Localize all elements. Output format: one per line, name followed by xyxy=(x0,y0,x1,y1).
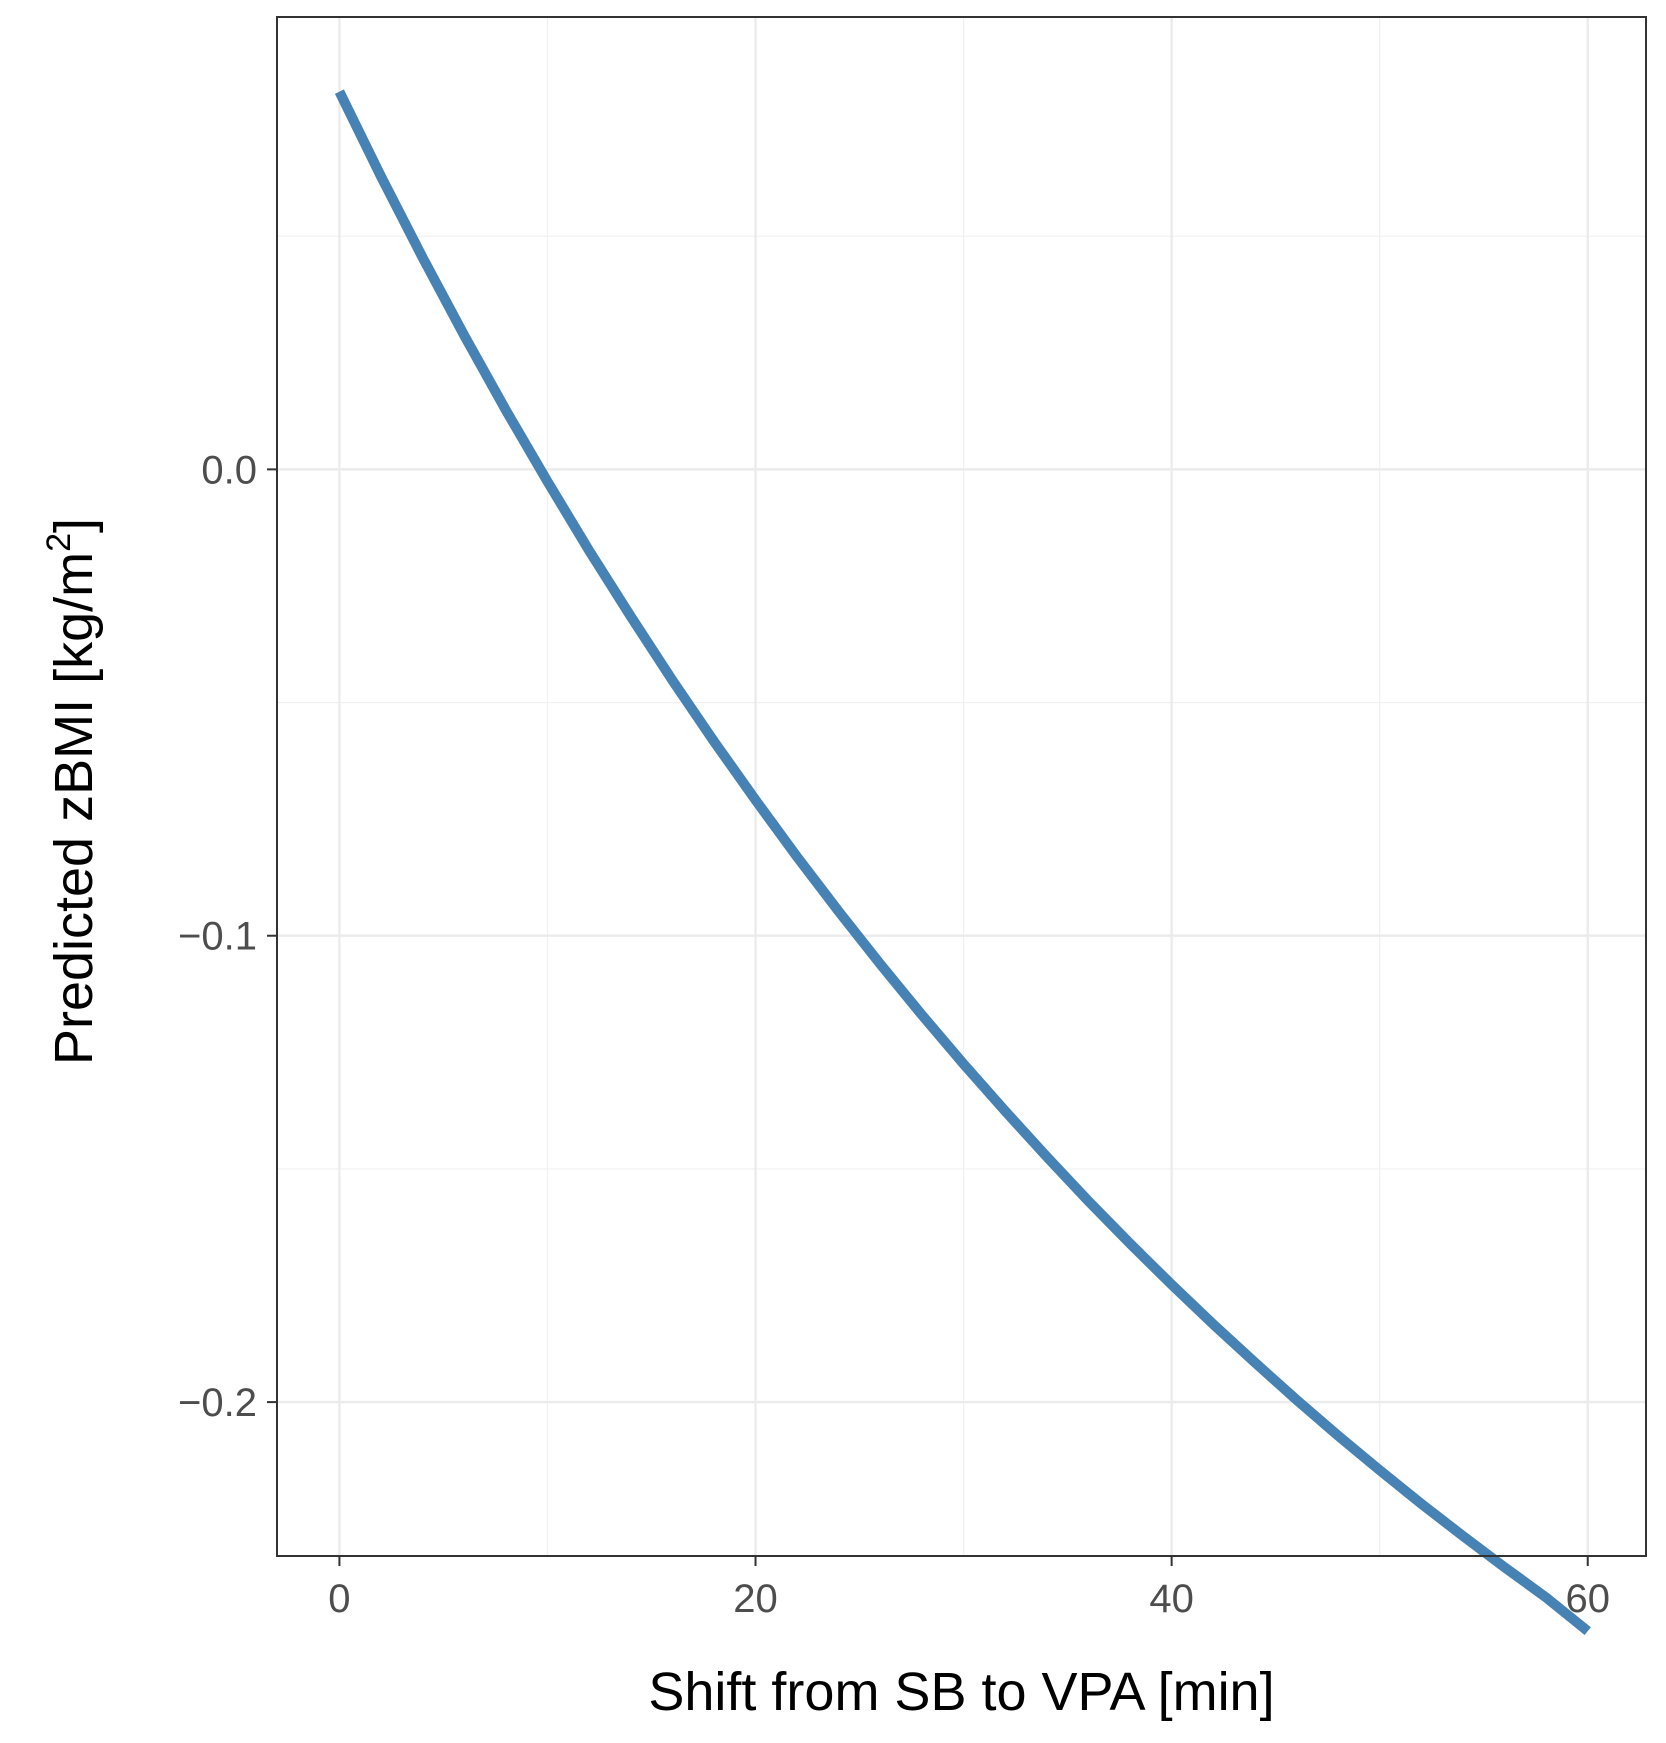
x-axis-title: Shift from SB to VPA [min] xyxy=(648,1662,1274,1722)
plot-border xyxy=(276,16,1647,1557)
major-gridlines xyxy=(277,17,1646,1556)
series-layer xyxy=(334,89,1591,1635)
y-tick-label: −0.2 xyxy=(178,1381,257,1425)
y-axis-title-suffix: ] xyxy=(44,518,104,533)
y-tick-label: −0.1 xyxy=(178,915,257,959)
x-axis-ticks: 0 20 40 60 xyxy=(328,1556,1610,1621)
y-axis-title: Predicted zBMI [kg/m2] xyxy=(40,518,104,1065)
x-tick-label: 20 xyxy=(733,1577,778,1621)
y-axis-title-superscript: 2 xyxy=(40,533,78,552)
plot-background xyxy=(277,17,1646,1556)
x-tick-label: 40 xyxy=(1149,1577,1194,1621)
x-tick-label: 0 xyxy=(328,1577,350,1621)
y-tick-label: 0.0 xyxy=(201,448,257,492)
series-line xyxy=(334,89,1591,1635)
x-tick-label: 60 xyxy=(1565,1577,1610,1621)
y-axis-ticks: 0.0 −0.1 −0.2 xyxy=(178,448,277,1425)
y-axis-title-main: Predicted zBMI [kg/m xyxy=(44,552,104,1065)
minor-gridlines xyxy=(277,17,1646,1556)
